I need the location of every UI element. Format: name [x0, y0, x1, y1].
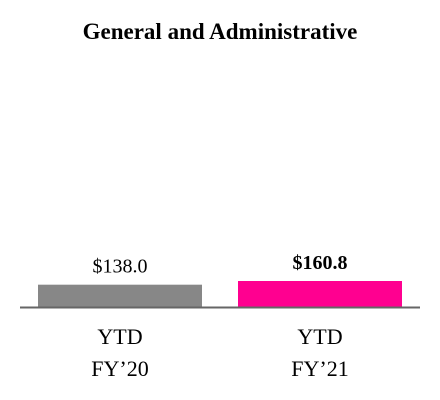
bar-2: [238, 281, 402, 307]
data-label-1: $138.0: [93, 256, 148, 278]
x-tick-label-1-line-2: FY’20: [91, 356, 148, 381]
data-label-2: $160.8: [293, 252, 348, 274]
x-tick-label-2-line-2: FY’21: [291, 356, 348, 381]
x-tick-label-1-line-1: YTD: [97, 324, 142, 349]
bar-1: [38, 284, 202, 307]
x-tick-label-2-line-1: YTD: [297, 324, 342, 349]
chart-title: General and Administrative: [82, 19, 358, 44]
